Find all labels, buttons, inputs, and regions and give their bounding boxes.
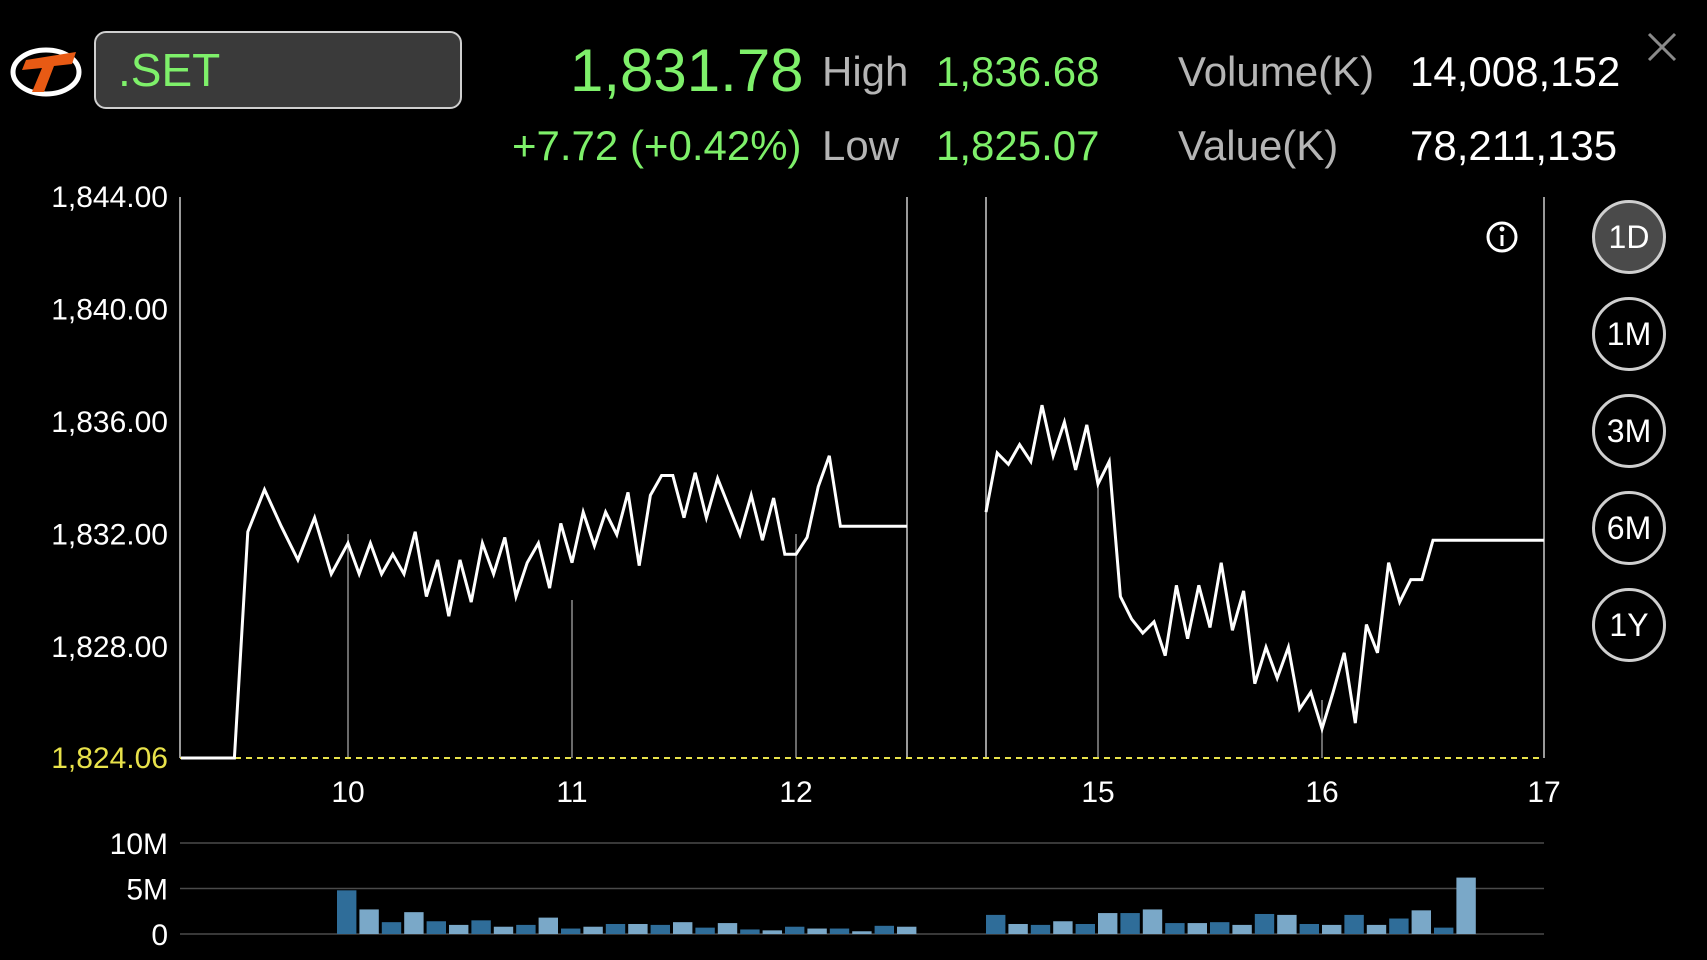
volume-bar	[1322, 924, 1342, 934]
low-label: Low	[822, 122, 900, 169]
baseline-label: 1,824.06	[51, 742, 168, 775]
volume-bar	[1299, 923, 1319, 934]
y-tick-label: 1,844.00	[51, 181, 168, 214]
volume-bar	[337, 890, 357, 934]
volume-bar	[986, 914, 1006, 934]
volume-bar	[1389, 918, 1409, 934]
price-change: +7.72 (+0.42%)	[512, 122, 802, 169]
range-label: 3M	[1606, 412, 1652, 449]
x-tick-label: 16	[1305, 776, 1338, 809]
volume-value: 14,008,152	[1410, 48, 1621, 95]
high-value: 1,836.68	[936, 48, 1100, 95]
x-tick-label: 11	[556, 776, 587, 809]
volume-bar	[650, 924, 670, 934]
volume-bar	[785, 926, 805, 934]
app-logo	[10, 47, 82, 97]
volume-bar	[1187, 923, 1207, 934]
volume-bar	[695, 927, 715, 934]
volume-bar	[1030, 924, 1051, 934]
volume-bar	[538, 917, 558, 934]
volume-bar	[1277, 914, 1297, 934]
range-label: 1Y	[1609, 606, 1649, 643]
info-icon[interactable]	[1486, 221, 1518, 253]
volume-bar	[673, 922, 693, 934]
volume-bar	[1075, 923, 1095, 934]
volume-bar	[628, 923, 648, 934]
volume-bar	[1120, 913, 1140, 934]
volume-bar	[1254, 913, 1275, 934]
volume-bar	[1008, 923, 1028, 934]
volume-bar	[829, 928, 850, 934]
volume-bar	[449, 924, 469, 934]
volume-bar	[1142, 909, 1163, 934]
low-value: 1,825.07	[936, 122, 1100, 169]
volume-bar	[1053, 921, 1073, 934]
x-tick-label: 10	[331, 776, 364, 809]
range-1m-button[interactable]: 1M	[1592, 297, 1666, 371]
volume-bar	[1344, 914, 1364, 934]
volume-bar	[1232, 924, 1252, 934]
volume-bar	[605, 923, 626, 934]
volume-bar	[493, 926, 514, 934]
range-3m-button[interactable]: 3M	[1592, 394, 1666, 468]
volume-tick-label: 5M	[126, 874, 168, 907]
volume-bar	[1098, 913, 1118, 934]
x-tick-label: 17	[1527, 776, 1560, 809]
y-tick-label: 1,840.00	[51, 294, 168, 327]
x-tick-label: 12	[779, 776, 812, 809]
volume-bar	[1165, 923, 1185, 934]
range-1d-button[interactable]: 1D	[1592, 200, 1666, 274]
y-tick-label: 1,836.00	[51, 406, 168, 439]
volume-bar	[561, 928, 581, 934]
last-price: 1,831.78	[570, 37, 804, 104]
range-label: 1D	[1608, 218, 1650, 255]
volume-bar	[583, 926, 603, 934]
volume-label: Volume(K)	[1178, 48, 1375, 95]
volume-bar	[1434, 927, 1454, 934]
symbol-input[interactable]: .SET	[94, 31, 462, 109]
value-value: 78,211,135	[1410, 122, 1618, 169]
range-label: 1M	[1606, 315, 1652, 352]
volume-bar	[740, 929, 760, 934]
y-tick-label: 1,832.00	[51, 519, 168, 552]
volume-bar	[852, 931, 872, 934]
volume-bar	[897, 926, 917, 934]
volume-bar	[874, 925, 894, 934]
x-tick-label: 15	[1081, 776, 1114, 809]
volume-bar	[1456, 877, 1476, 934]
range-6m-button[interactable]: 6M	[1592, 491, 1666, 565]
volume-bar	[426, 921, 446, 934]
volume-bar	[717, 923, 738, 934]
volume-bar	[516, 924, 536, 934]
y-tick-label: 1,828.00	[51, 631, 168, 664]
close-icon[interactable]	[1645, 30, 1679, 64]
volume-bar	[1366, 924, 1387, 934]
volume-bar	[359, 909, 379, 934]
price-series-line	[984, 404, 1544, 734]
volume-bar	[404, 912, 424, 934]
volume-bar	[762, 930, 782, 934]
volume-tick-label: 0	[151, 919, 168, 952]
price-series-line	[181, 455, 907, 760]
high-label: High	[822, 48, 909, 95]
volume-bar	[381, 922, 402, 934]
range-1y-button[interactable]: 1Y	[1592, 588, 1666, 662]
volume-bar	[1210, 922, 1230, 934]
value-label: Value(K)	[1178, 122, 1339, 169]
volume-bar	[807, 928, 827, 934]
volume-bar	[471, 920, 491, 934]
symbol-text: .SET	[118, 44, 221, 96]
volume-tick-label: 10M	[110, 828, 168, 861]
volume-bar	[1411, 910, 1431, 934]
range-label: 6M	[1606, 509, 1652, 546]
